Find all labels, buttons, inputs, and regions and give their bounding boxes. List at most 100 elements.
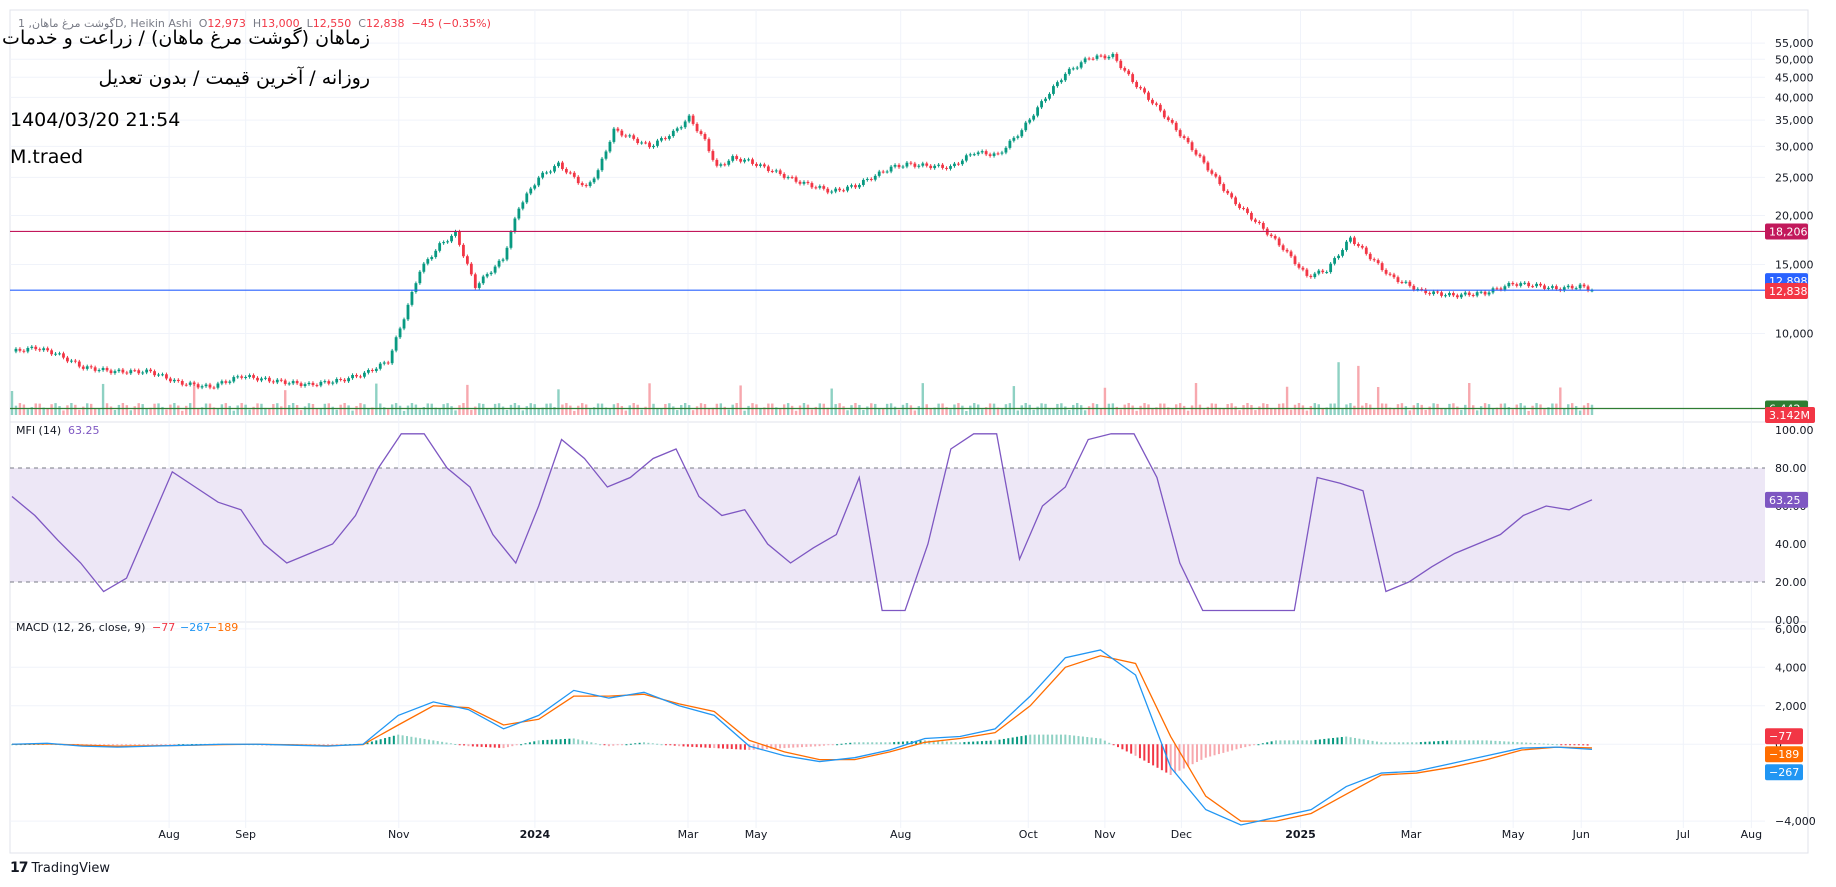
volume-bar xyxy=(1408,410,1412,415)
candle-body xyxy=(30,346,34,348)
candle-body xyxy=(1261,223,1265,229)
macd-histogram-bar xyxy=(792,744,795,748)
candle-body xyxy=(89,366,93,368)
macd-histogram-bar xyxy=(1165,744,1168,773)
candle-body xyxy=(1257,221,1261,224)
candle-body xyxy=(236,376,240,378)
candle-body xyxy=(1551,286,1554,288)
volume-bar xyxy=(612,404,616,415)
x-tick-label: Aug xyxy=(1741,828,1762,841)
volume-bar xyxy=(1559,387,1562,415)
macd-histogram-bar xyxy=(625,744,628,746)
volume-bar xyxy=(1012,386,1016,415)
volume-bar xyxy=(1234,406,1237,415)
macd-histogram-bar xyxy=(704,744,707,748)
candle-body xyxy=(351,374,354,379)
volume-bar xyxy=(66,405,69,415)
tradingview-brand[interactable]: 17 TradingView xyxy=(10,860,110,876)
candle-body xyxy=(850,185,853,187)
volume-bar xyxy=(204,403,208,415)
volume-bar xyxy=(680,405,683,415)
volume-bar xyxy=(1384,403,1388,415)
volume-bar xyxy=(82,406,85,415)
volume-bar xyxy=(157,403,160,415)
candle-body xyxy=(846,186,849,191)
candle-body xyxy=(949,166,952,169)
candle-body xyxy=(38,349,42,351)
candle-body xyxy=(996,153,1000,155)
macd-histogram-bar xyxy=(1244,744,1247,748)
volume-bar xyxy=(1107,403,1111,415)
macd-histogram-bar xyxy=(564,738,566,745)
candle-body xyxy=(1495,288,1499,290)
volume-bar xyxy=(1270,408,1273,415)
macd-histogram-bar xyxy=(1029,734,1032,745)
volume-bar xyxy=(1206,406,1210,415)
candle-body xyxy=(1503,286,1507,290)
candle-body xyxy=(1131,74,1135,82)
candle-body xyxy=(865,178,869,180)
candle-body xyxy=(505,247,509,260)
macd-histogram-bar xyxy=(489,744,492,748)
candle-body xyxy=(430,257,434,260)
volume-bar xyxy=(280,406,283,415)
volume-bar xyxy=(1448,403,1451,415)
volume-bar xyxy=(913,410,917,415)
candle-body xyxy=(1305,269,1309,276)
candle-body xyxy=(359,376,362,378)
macd-histogram-bar xyxy=(370,741,373,745)
candle-body xyxy=(620,130,624,136)
volume-bar xyxy=(1357,365,1360,415)
candle-body xyxy=(743,159,746,162)
volume-bar xyxy=(331,406,334,415)
candle-body xyxy=(1463,292,1467,295)
low-value: 12,550 xyxy=(312,17,352,30)
volume-bar xyxy=(454,410,457,415)
macd-histogram-bar xyxy=(682,744,685,747)
macd-histogram-bar xyxy=(853,742,856,745)
macd-histogram-bar xyxy=(1002,738,1005,745)
macd-histogram-bar xyxy=(1121,744,1124,750)
candle-body xyxy=(299,383,303,387)
macd-histogram-bar xyxy=(537,740,540,745)
macd-histogram-bar xyxy=(989,740,992,745)
volume-bar xyxy=(307,403,311,415)
candle-body xyxy=(1531,286,1535,288)
macd-histogram-bar xyxy=(90,744,92,746)
macd-histogram-bar xyxy=(664,744,667,746)
candle-body xyxy=(1059,80,1063,83)
volume-bar xyxy=(1361,405,1364,415)
volume-bar xyxy=(97,408,101,415)
macd-histogram-bar xyxy=(471,744,474,747)
macd-histogram-bar xyxy=(1095,737,1098,745)
macd-histogram-bar xyxy=(1016,736,1019,745)
volume-bar xyxy=(109,406,113,415)
macd-histogram-bar xyxy=(1441,740,1444,745)
candle-body xyxy=(1459,294,1463,298)
macd-histogram-bar xyxy=(125,744,128,746)
mfi-axis-tag xyxy=(1765,491,1808,508)
volume-bar xyxy=(1337,362,1340,415)
candle-body xyxy=(830,191,834,193)
volume-bar xyxy=(553,407,556,415)
candle-body xyxy=(1349,237,1352,242)
macd-histogram-bar xyxy=(1564,744,1567,746)
volume-bar xyxy=(1329,403,1332,415)
candle-body xyxy=(145,369,149,373)
macd-tick-label: 4,000 xyxy=(1775,661,1807,674)
price-tick-label: 25,000 xyxy=(1775,171,1814,184)
volume-bar xyxy=(248,409,251,415)
macd-histogram-bar xyxy=(607,744,610,747)
candle-body xyxy=(256,377,259,381)
candle-body xyxy=(747,159,750,161)
candle-body xyxy=(62,353,65,358)
macd-histogram-bar xyxy=(515,744,518,746)
macd-histogram-bar xyxy=(331,744,334,746)
low-label: L xyxy=(306,17,313,30)
macd-histogram-bar xyxy=(1314,739,1317,745)
candle-body xyxy=(109,370,113,374)
macd-histogram-bar xyxy=(1239,744,1242,749)
macd-histogram-bar xyxy=(1542,743,1545,745)
candle-body xyxy=(731,156,735,161)
